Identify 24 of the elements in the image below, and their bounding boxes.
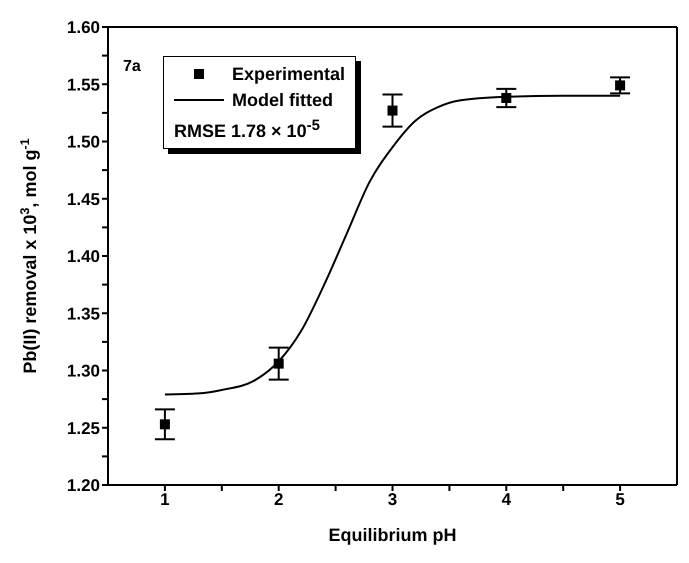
- y-tick-label: 1.55: [66, 75, 100, 94]
- point: [160, 419, 170, 430]
- point: [615, 80, 626, 90]
- y-tick-label: 1.50: [66, 132, 100, 152]
- y-tick-label: 1.40: [66, 247, 100, 266]
- point: [388, 106, 398, 116]
- y-tick-label: 1.60: [66, 18, 100, 38]
- y-tick-label: 1.35: [66, 304, 100, 324]
- point: [501, 92, 512, 103]
- legend-label: Model fitted: [232, 89, 333, 112]
- point: [274, 358, 284, 369]
- x-tick-label: 1: [160, 490, 170, 510]
- y-tick-label: 1.25: [66, 418, 100, 438]
- y-tick-label: 1.45: [66, 190, 100, 209]
- annotation: RMSE 1.78 × 10$^{-5}$: [174, 116, 321, 143]
- annotation: 7a: [123, 58, 141, 76]
- x-tick-label: 4: [502, 490, 512, 510]
- x-tick-label: 5: [615, 490, 625, 510]
- x-tick-label: 3: [388, 490, 398, 510]
- x-tick-label: 2: [274, 490, 284, 510]
- y-tick-label: 1.30: [66, 362, 100, 381]
- y-tick-label: 1.20: [66, 476, 100, 496]
- x-axis-title: Equilibrium pH: [328, 525, 456, 545]
- legend-label: Experimental: [232, 63, 346, 86]
